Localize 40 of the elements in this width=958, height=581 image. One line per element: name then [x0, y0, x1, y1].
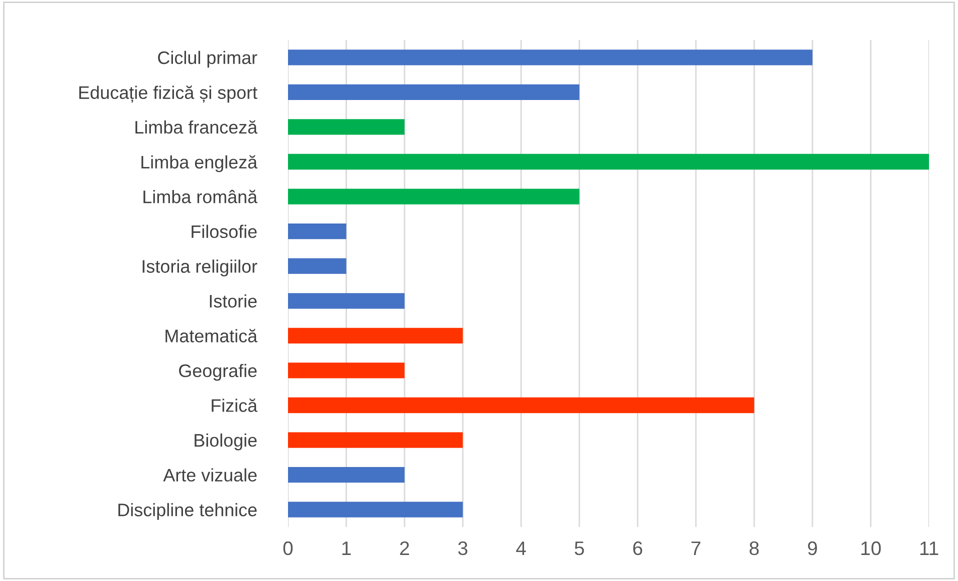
- bar: [288, 223, 346, 240]
- x-tick-label: 1: [342, 542, 351, 555]
- bar: [288, 50, 812, 66]
- y-tick-label: Fizică: [212, 398, 258, 412]
- y-tick-label: Geografie: [179, 364, 257, 381]
- bar: [288, 258, 346, 274]
- y-tick-label: Discipline tehnice: [118, 503, 257, 520]
- bar: [288, 466, 405, 483]
- y-tick-label: Limba engleză: [141, 155, 258, 172]
- bar: [288, 328, 463, 344]
- x-tick-label: 10: [861, 541, 881, 556]
- x-tick-label: 11: [920, 542, 938, 555]
- y-tick-label: Limba franceză: [135, 120, 258, 134]
- bar: [288, 293, 405, 309]
- x-tick-label: 5: [574, 542, 584, 556]
- y-tick-label: Arte vizuale: [163, 468, 257, 482]
- y-tick-label: Istoria religiilor: [142, 260, 258, 276]
- x-tick-label: 3: [458, 541, 468, 556]
- y-tick-label: Educație fizică și sport: [79, 86, 258, 103]
- bar: [288, 502, 463, 518]
- x-tick-label: 9: [808, 541, 817, 556]
- bar: [288, 119, 405, 135]
- y-tick-label: Filosofie: [192, 224, 257, 238]
- bar: [288, 84, 580, 100]
- bar: [288, 397, 754, 414]
- x-tick-label: 0: [283, 541, 293, 556]
- x-tick-label: 7: [692, 542, 700, 555]
- y-tick-label: Istorie: [210, 294, 257, 308]
- y-tick-label: Ciclul primar: [158, 50, 258, 68]
- x-tick-label: 2: [400, 541, 409, 555]
- bar: [288, 362, 405, 378]
- x-tick-label: 8: [750, 541, 759, 556]
- bar: [288, 188, 580, 204]
- y-tick-label: Biologie: [194, 433, 257, 450]
- bar: [288, 154, 929, 170]
- x-tick-label: 4: [516, 542, 526, 555]
- x-tick-label: 6: [633, 541, 642, 556]
- y-tick-label: Matematică: [166, 328, 258, 342]
- y-tick-label: Limba română: [144, 190, 258, 204]
- bar: [288, 432, 463, 448]
